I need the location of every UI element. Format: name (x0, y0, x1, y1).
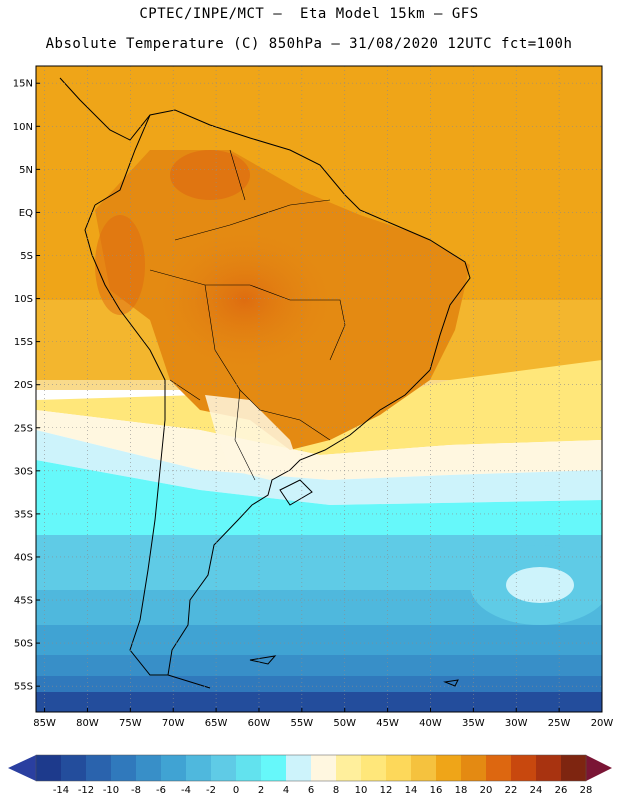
colorbar-label: 8 (333, 785, 339, 796)
colorbar-overflow-triangle (586, 755, 612, 781)
lon-tick-label: 75W (119, 718, 142, 729)
lon-tick-label: 65W (205, 718, 228, 729)
lat-tick-label: 15S (14, 337, 33, 348)
latitude-axis: 15N 10N 5N EQ 5S 10S 15S 20S 25S 30S 35S 40S 45S 50S 5… (13, 79, 40, 693)
colorbar-label: 6 (308, 785, 314, 796)
colorbar-label: -10 (103, 785, 119, 796)
colorbar-label: 10 (355, 785, 368, 796)
lat-tick-label: 55S (14, 682, 33, 693)
colorbar-label: 14 (405, 785, 418, 796)
colorbar-swatch (436, 755, 462, 781)
colorbar-swatch (311, 755, 337, 781)
colorbar-swatch (261, 755, 287, 781)
map-title-line2: Absolute Temperature (C) 850hPa – 31/08/… (45, 36, 573, 52)
lon-tick-label: 25W (548, 718, 571, 729)
map-frame (35, 65, 603, 713)
country-borders (149, 149, 346, 481)
lat-tick-label: 15N (13, 79, 33, 90)
colorbar-label: -4 (181, 785, 191, 796)
lon-tick-label: 85W (33, 718, 56, 729)
colorbar-label: -8 (131, 785, 141, 796)
colorbar-swatch (186, 755, 212, 781)
lat-tick-label: 10N (13, 122, 33, 133)
colorbar-swatch (336, 755, 362, 781)
colorbar-underflow-triangle (8, 755, 36, 781)
colorbar-swatch (561, 755, 587, 781)
colorbar-swatch (361, 755, 387, 781)
colorbar-label: 4 (283, 785, 289, 796)
longitude-axis: 85W 80W 75W 70W 65W 60W 55W 50W 45W 40W 35W 30W 25W 2… (33, 708, 613, 729)
map-title-line1: CPTEC/INPE/MCT – Eta Model 15km – GFS (139, 6, 479, 22)
colorbar-swatch (511, 755, 537, 781)
colorbar-swatch (211, 755, 237, 781)
colorbar-swatch (86, 755, 112, 781)
colorbar-label: -12 (78, 785, 94, 796)
colorbar-swatch (161, 755, 187, 781)
lon-tick-label: 30W (505, 718, 528, 729)
lat-tick-label: 35S (14, 509, 33, 520)
lat-tick-label: EQ (19, 208, 33, 219)
colorbar-label: 12 (380, 785, 393, 796)
colorbar-swatch (61, 755, 87, 781)
colorbar-swatch (536, 755, 562, 781)
colorbar-outline (35, 754, 587, 782)
lon-tick-label: 70W (162, 718, 185, 729)
lat-tick-label: 5S (20, 251, 33, 262)
lon-tick-label: 80W (76, 718, 99, 729)
colorbar-label: 2 (258, 785, 264, 796)
colorbar-label: 16 (430, 785, 443, 796)
colorbar-label: -2 (206, 785, 216, 796)
colorbar-swatch (386, 755, 412, 781)
colorbar-label: -6 (156, 785, 166, 796)
lon-tick-label: 35W (462, 718, 485, 729)
lat-tick-label: 50S (14, 639, 33, 650)
colorbar-swatch (286, 755, 312, 781)
colorbar-swatch (36, 755, 62, 781)
lat-tick-label: 30S (14, 466, 33, 477)
lat-tick-label: 40S (14, 552, 33, 563)
colorbar-label: 28 (580, 785, 593, 796)
lat-tick-label: 10S (14, 294, 33, 305)
lat-tick-label: 5N (19, 165, 33, 176)
lon-tick-label: 55W (291, 718, 314, 729)
colorbar-label: 24 (530, 785, 543, 796)
lat-tick-label: 45S (14, 596, 33, 607)
colorbar-label: 0 (233, 785, 239, 796)
colorbar-swatch (486, 755, 512, 781)
colorbar-swatch (411, 755, 437, 781)
colorbar-swatch (111, 755, 137, 781)
lon-tick-label: 20W (591, 718, 614, 729)
colorbar-swatch (236, 755, 262, 781)
colorbar-label: 22 (505, 785, 518, 796)
colorbar-label: -14 (53, 785, 69, 796)
lon-tick-label: 60W (248, 718, 271, 729)
lon-tick-label: 45W (376, 718, 399, 729)
colorbar-label: 20 (480, 785, 493, 796)
colorbar-swatch (136, 755, 162, 781)
lon-tick-label: 50W (333, 718, 356, 729)
lat-tick-label: 25S (14, 423, 33, 434)
lat-tick-label: 20S (14, 380, 33, 391)
lon-tick-label: 40W (419, 718, 442, 729)
colorbar-swatch (461, 755, 487, 781)
colorbar-label: 26 (555, 785, 568, 796)
colorbar-label: 18 (455, 785, 468, 796)
